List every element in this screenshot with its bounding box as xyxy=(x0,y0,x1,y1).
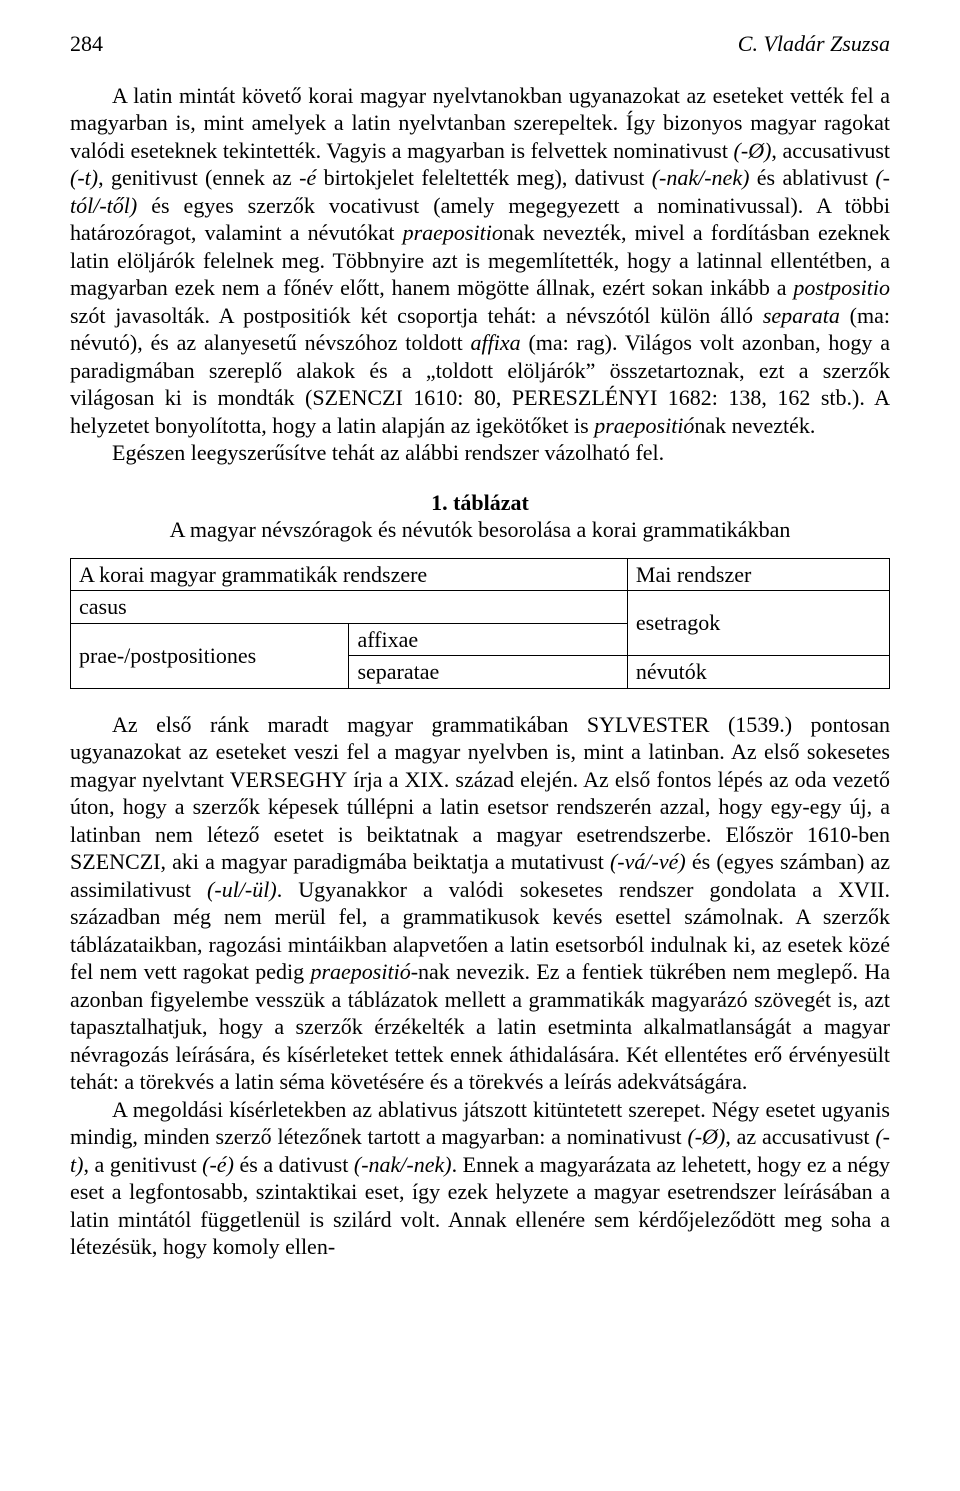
table-cell: affixae xyxy=(349,623,627,656)
table-cell: Mai rendszer xyxy=(627,558,889,591)
grammar-table: A korai magyar grammatikák rendszere Mai… xyxy=(70,558,890,689)
table-cell: prae-/postpositiones xyxy=(71,623,349,688)
table-cell: A korai magyar grammatikák rendszere xyxy=(71,558,628,591)
paragraph-4: A megoldási kísérletekben az ablativus j… xyxy=(70,1096,890,1261)
paragraph-3: Az első ránk maradt magyar grammatikában… xyxy=(70,711,890,1096)
table-cell: esetragok xyxy=(627,591,889,656)
table-title-block: 1. táblázat A magyar névszóragok és névu… xyxy=(70,489,890,544)
table-row: casus esetragok xyxy=(71,591,890,624)
table-cell: separatae xyxy=(349,656,627,689)
table-number: 1. táblázat xyxy=(70,489,890,517)
table-row: A korai magyar grammatikák rendszere Mai… xyxy=(71,558,890,591)
table-cell: casus xyxy=(71,591,628,624)
table-cell: névutók xyxy=(627,656,889,689)
page: 284 C. Vladár Zsuzsa A latin mintát köve… xyxy=(0,0,960,1491)
table-caption: A magyar névszóragok és névutók besorolá… xyxy=(70,516,890,544)
header-author: C. Vladár Zsuzsa xyxy=(738,30,890,58)
page-number: 284 xyxy=(70,30,103,58)
running-header: 284 C. Vladár Zsuzsa xyxy=(70,30,890,58)
paragraph-1: A latin mintát követő korai magyar nyelv… xyxy=(70,82,890,440)
paragraph-2: Egészen leegyszerűsítve tehát az alábbi … xyxy=(70,439,890,467)
